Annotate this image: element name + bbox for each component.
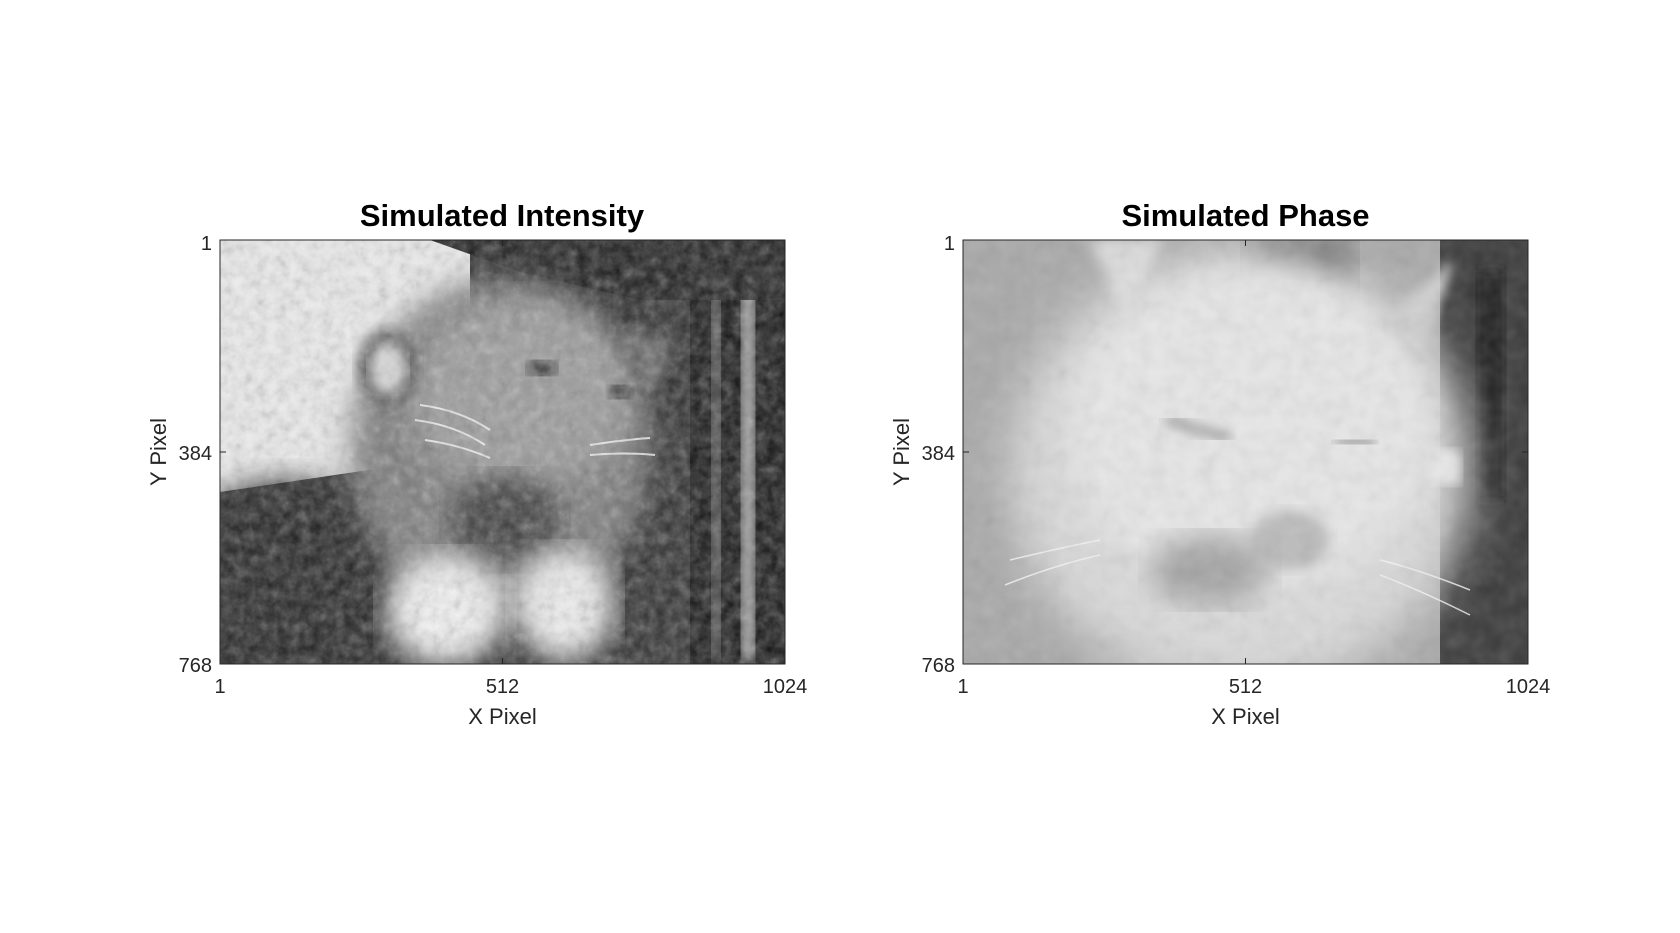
phase-ytick-label: 1: [944, 233, 955, 255]
intensity-xtick-label: 512: [486, 676, 519, 698]
phase-axes: Simulated Phase: [889, 198, 1550, 729]
intensity-ytick-label: 1: [201, 233, 212, 255]
phase-ytick-label: 384: [922, 443, 955, 465]
phase-xlabel: X Pixel: [1211, 704, 1279, 729]
phase-xtick-label: 512: [1229, 676, 1262, 698]
phase-ylabel: Y Pixel: [889, 418, 914, 486]
intensity-image: [165, 240, 785, 700]
intensity-title: Simulated Intensity: [360, 198, 645, 233]
intensity-xtick-label: 1024: [763, 676, 808, 698]
intensity-ytick-label: 384: [179, 443, 212, 465]
phase-xtick-label: 1024: [1506, 676, 1551, 698]
phase-title: Simulated Phase: [1121, 198, 1369, 233]
intensity-axes: Simulated Intensity: [146, 198, 807, 729]
intensity-ytick-label: 768: [179, 655, 212, 677]
phase-image: [963, 240, 1528, 690]
intensity-xtick-label: 1: [214, 676, 225, 698]
phase-xtick-label: 1: [957, 676, 968, 698]
intensity-xlabel: X Pixel: [468, 704, 536, 729]
intensity-ylabel: Y Pixel: [146, 418, 171, 486]
phase-ytick-label: 768: [922, 655, 955, 677]
